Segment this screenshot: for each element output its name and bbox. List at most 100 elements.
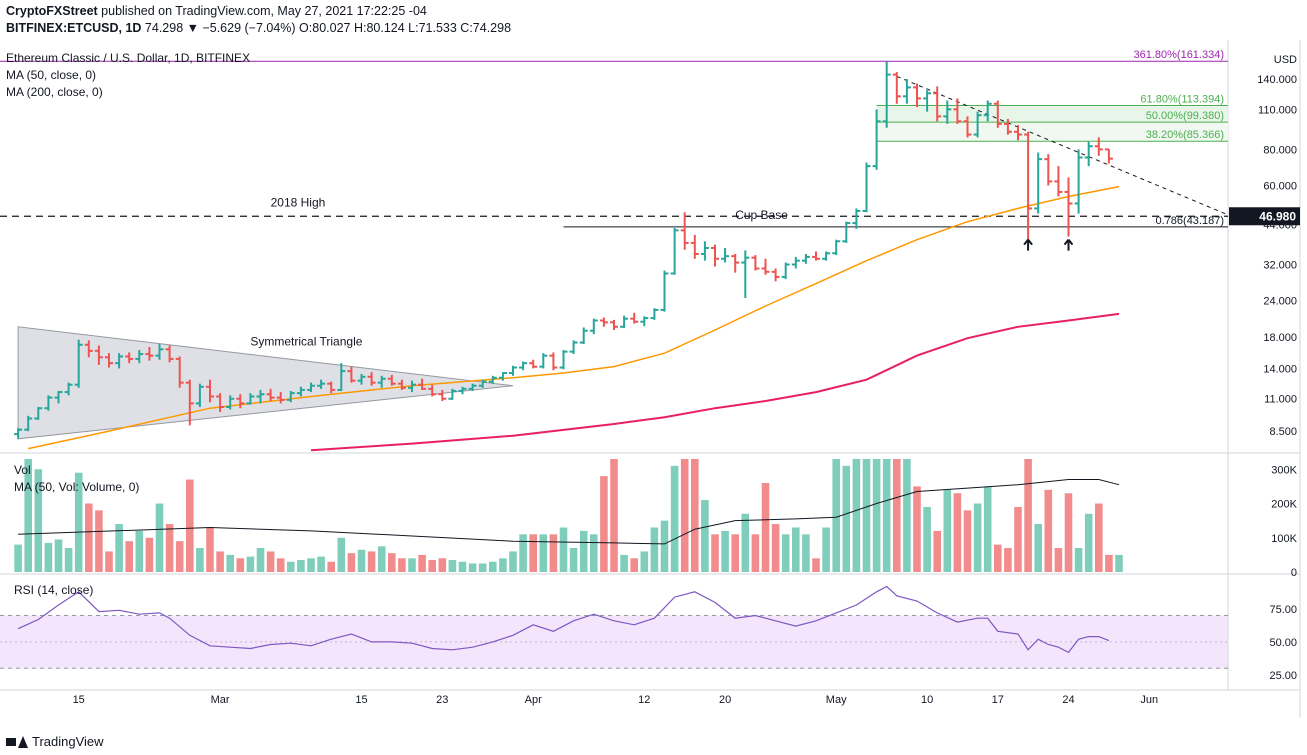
ohlc-bar[interactable] (165, 345, 174, 363)
ohlc-bar[interactable] (317, 379, 326, 389)
ohlc-bar[interactable] (155, 344, 164, 360)
ohlc-bar[interactable] (892, 72, 901, 104)
ohlc-bar[interactable] (1074, 149, 1083, 214)
ohlc-bar[interactable] (54, 390, 63, 404)
ohlc-bar[interactable] (84, 340, 93, 358)
ohlc-bar[interactable] (680, 212, 689, 250)
ohlc-bar[interactable] (357, 373, 366, 385)
ohlc-bar[interactable] (610, 319, 618, 331)
ohlc-bar[interactable] (307, 382, 315, 393)
ohlc-bar[interactable] (852, 208, 861, 229)
ohlc-bar[interactable] (256, 389, 265, 404)
ohlc-bar[interactable] (397, 379, 406, 390)
ohlc-bar[interactable] (1024, 131, 1033, 240)
ohlc-bar[interactable] (741, 250, 750, 299)
ohlc-bar[interactable] (913, 83, 921, 108)
ohlc-bar[interactable] (468, 383, 477, 391)
ohlc-bar[interactable] (246, 393, 255, 405)
ohlc-bar[interactable] (448, 388, 457, 400)
ohlc-bar[interactable] (286, 390, 295, 403)
ohlc-bar[interactable] (34, 406, 43, 420)
ohlc-bar[interactable] (418, 378, 427, 390)
ohlc-bar[interactable] (872, 109, 881, 170)
ohlc-bar[interactable] (579, 327, 588, 345)
ohlc-bar[interactable] (519, 361, 528, 371)
ohlc-bar[interactable] (327, 381, 336, 394)
ohlc-bar[interactable] (862, 162, 871, 213)
ohlc-bar[interactable] (145, 347, 154, 361)
ohlc-bar[interactable] (175, 356, 184, 388)
ohlc-bar[interactable] (185, 379, 194, 426)
ohlc-bar[interactable] (983, 100, 992, 122)
ohlc-bar[interactable] (771, 268, 780, 282)
ohlc-bar[interactable] (64, 382, 73, 396)
ohlc-bar[interactable] (195, 383, 204, 407)
ohlc-bar[interactable] (367, 372, 376, 386)
ohlc-bar[interactable] (488, 375, 497, 384)
ohlc-bar[interactable] (216, 393, 225, 412)
ohlc-bar[interactable] (690, 234, 699, 259)
chart-canvas[interactable]: 361.80%(161.334) 61.80%(113.394) 50.00%(99… (0, 40, 1307, 718)
ohlc-bar[interactable] (1084, 141, 1093, 167)
ohlc-bar[interactable] (236, 394, 245, 409)
ohlc-bar[interactable] (721, 247, 730, 263)
ohlc-bar[interactable] (266, 388, 275, 402)
ohlc-bar[interactable] (1104, 148, 1113, 164)
ohlc-bar[interactable] (569, 340, 578, 355)
ohlc-bar[interactable] (94, 345, 103, 365)
ohlc-bar[interactable] (1094, 137, 1103, 156)
ohlc-bar[interactable] (226, 395, 235, 410)
ohlc-bar[interactable] (276, 392, 285, 404)
ohlc-bar[interactable] (1003, 118, 1012, 135)
ohlc-bar[interactable] (44, 395, 53, 411)
ohlc-bar[interactable] (620, 315, 629, 329)
ohlc-bar[interactable] (660, 270, 669, 312)
ohlc-bar[interactable] (973, 111, 982, 138)
ohlc-bar[interactable] (791, 256, 800, 269)
ohlc-bar[interactable] (1034, 152, 1043, 214)
ohlc-bar[interactable] (478, 379, 487, 388)
ohlc-bar[interactable] (337, 363, 346, 391)
ohlc-bar[interactable] (943, 100, 952, 124)
ohlc-bar[interactable] (529, 359, 538, 369)
ohlc-bar[interactable] (751, 255, 760, 271)
ohlc-bar[interactable] (458, 386, 467, 395)
ohlc-bar[interactable] (1044, 154, 1053, 186)
ohlc-bar[interactable] (923, 90, 932, 112)
ohlc-bar[interactable] (206, 379, 214, 403)
ohlc-bar[interactable] (135, 350, 144, 364)
ohlc-bar[interactable] (428, 384, 437, 397)
ohlc-bar[interactable] (408, 380, 416, 393)
ohlc-bar[interactable] (599, 317, 608, 327)
ohlc-bar[interactable] (822, 251, 831, 261)
ohlc-bar[interactable] (377, 375, 386, 388)
ohlc-bar[interactable] (640, 316, 649, 327)
ohlc-bar[interactable] (761, 258, 770, 275)
ohlc-bar[interactable] (347, 366, 356, 383)
ohlc-bar[interactable] (539, 353, 548, 369)
ohlc-bar[interactable] (670, 227, 679, 275)
ohlc-bar[interactable] (589, 318, 598, 335)
ohlc-bar[interactable] (933, 86, 942, 122)
ohlc-bar[interactable] (630, 312, 639, 324)
ohlc-bar[interactable] (105, 353, 113, 368)
ohlc-bar[interactable] (711, 244, 719, 267)
ohlc-bar[interactable] (559, 350, 568, 370)
ohlc-bar[interactable] (902, 79, 911, 104)
ohlc-bar[interactable] (1054, 166, 1063, 197)
ohlc-bar[interactable] (953, 98, 962, 124)
ohlc-bar[interactable] (731, 253, 740, 273)
ohlc-bar[interactable] (125, 352, 134, 364)
author-name[interactable]: CryptoFXStreet (6, 4, 98, 18)
ohlc-bar[interactable] (1064, 177, 1073, 237)
ohlc-bar[interactable] (387, 374, 396, 386)
ohlc-bar[interactable] (549, 352, 558, 371)
ohlc-bar[interactable] (509, 365, 517, 376)
ohlc-bar[interactable] (115, 353, 124, 369)
ohlc-bar[interactable] (812, 251, 820, 261)
ohlc-bar[interactable] (882, 61, 891, 128)
ohlc-bar[interactable] (993, 100, 1002, 128)
ohlc-bar[interactable] (74, 339, 83, 388)
ohlc-bar[interactable] (700, 241, 709, 261)
ohlc-bar[interactable] (296, 386, 305, 397)
